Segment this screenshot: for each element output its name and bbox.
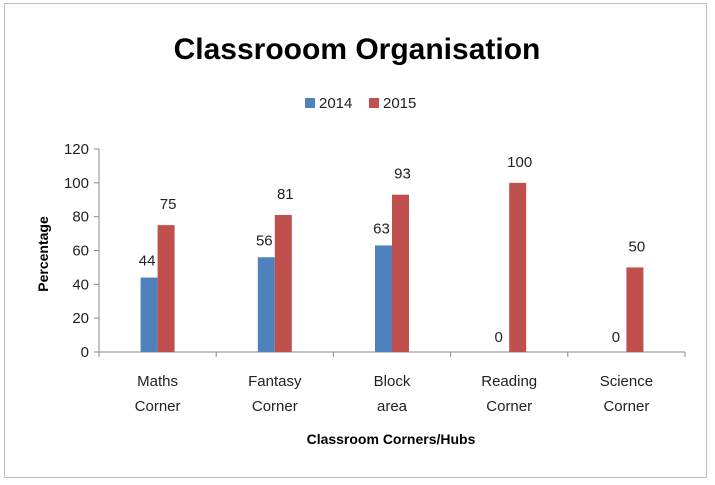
data-label: 50	[629, 238, 646, 255]
y-tick-label: 100	[64, 175, 89, 192]
data-label: 100	[507, 154, 532, 171]
x-axis-title: Classroom Corners/Hubs	[307, 431, 476, 447]
y-axis: 0 20 40 60 80 100 120	[64, 141, 100, 361]
bar-2014	[375, 245, 392, 352]
bar-2015	[626, 267, 644, 352]
x-category-label: Reading Corner	[481, 373, 537, 415]
y-tick-label: 80	[72, 209, 89, 226]
x-category-label: Maths Corner	[135, 373, 181, 415]
data-label: 93	[394, 166, 411, 183]
legend-label: 2015	[383, 95, 416, 112]
chart-title: Classrooom Organisation	[174, 33, 541, 66]
bars	[140, 182, 644, 352]
data-label: 44	[139, 253, 156, 270]
x-category-label: Block area	[374, 373, 411, 415]
x-category-label-line: Corner	[252, 398, 298, 415]
x-category-label-line: Maths	[137, 373, 178, 390]
data-label: 63	[373, 220, 390, 237]
x-axis: Maths Corner Fantasy Corner Block area Reading…	[98, 351, 686, 415]
x-category-label-line: Corner	[486, 398, 532, 415]
data-label: 56	[256, 232, 273, 249]
legend-label: 2014	[319, 95, 352, 112]
x-category-label-line: Block	[374, 373, 411, 390]
y-tick-label: 0	[81, 344, 89, 361]
bar-2015	[509, 182, 527, 352]
y-axis-title: Percentage	[35, 216, 51, 292]
x-category-label: Fantasy Corner	[248, 373, 302, 415]
x-category-label-line: area	[377, 398, 408, 415]
chart-frame: Classrooom Organisation 2014 2015 0 20 40 60…	[4, 3, 707, 478]
x-category-label-line: Corner	[135, 398, 181, 415]
bar-2015	[157, 225, 175, 352]
data-label: 0	[495, 329, 503, 346]
legend-swatch-2015	[369, 98, 379, 108]
y-tick-label: 40	[72, 276, 89, 293]
bar-2014	[140, 277, 158, 352]
legend-swatch-2014	[305, 98, 315, 108]
bar-chart: Classrooom Organisation 2014 2015 0 20 40 60…	[35, 33, 686, 447]
x-category-label: Science Corner	[600, 373, 653, 415]
x-category-label-line: Reading	[481, 373, 537, 390]
x-category-label-line: Corner	[603, 398, 649, 415]
data-labels: 44 56 63 0 0 75 81 93 100 50	[139, 154, 645, 346]
data-label: 75	[160, 196, 177, 213]
bar-2014	[257, 257, 275, 352]
y-tick-label: 120	[64, 141, 89, 158]
x-category-label-line: Fantasy	[248, 373, 302, 390]
y-tick-label: 60	[72, 243, 89, 260]
data-label: 81	[277, 186, 294, 203]
y-tick-label: 20	[72, 310, 89, 327]
bar-2015	[392, 194, 409, 352]
x-category-label-line: Science	[600, 373, 653, 390]
legend: 2014 2015	[305, 95, 416, 112]
data-label: 0	[612, 329, 620, 346]
bar-2015	[274, 214, 292, 352]
